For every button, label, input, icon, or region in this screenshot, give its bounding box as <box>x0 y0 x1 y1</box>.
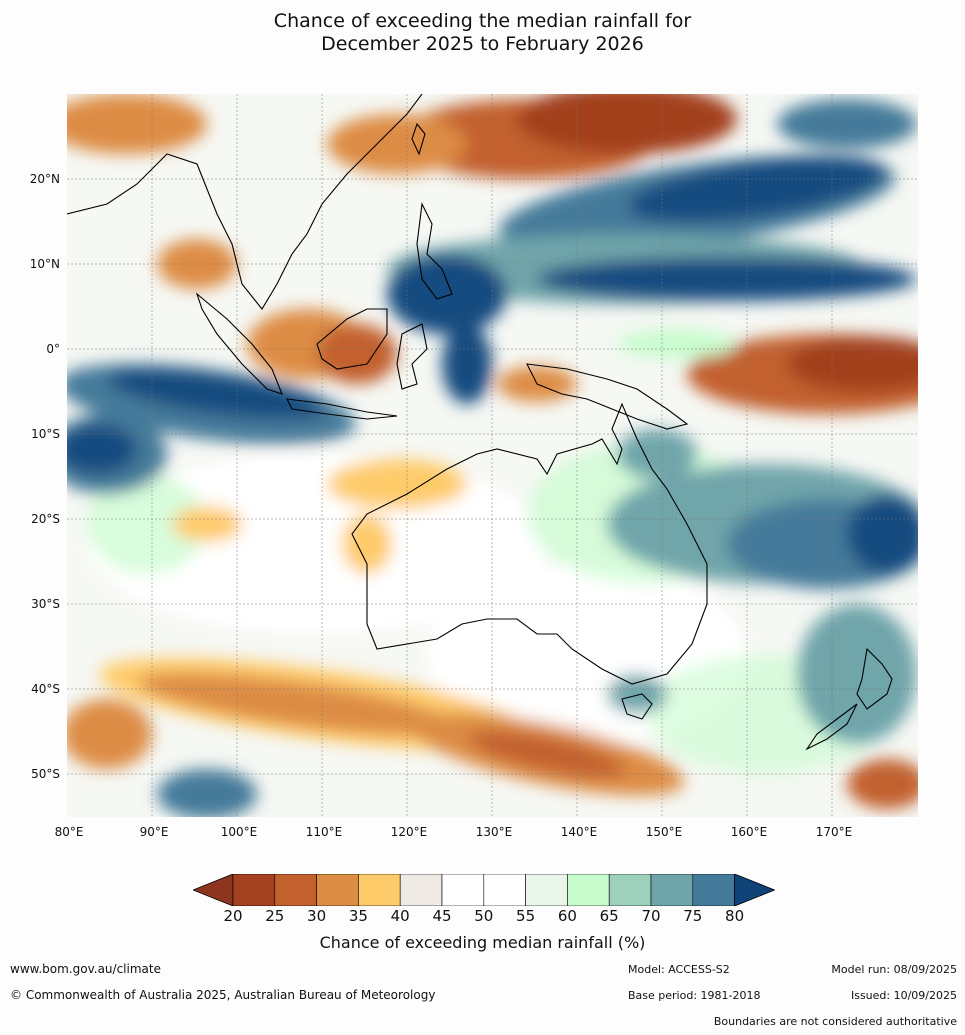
issued-text: Issued: 10/09/2025 <box>850 989 957 1002</box>
java-coastline <box>286 398 398 420</box>
lat-label-20n: 20°N <box>29 172 60 186</box>
colorbar-segment <box>567 873 610 907</box>
copyright-text: © Commonwealth of Australia 2025, Austra… <box>10 988 436 1002</box>
lon-label-90e: 90°E <box>139 825 169 839</box>
lon-label-160e: 160°E <box>730 825 768 839</box>
lat-label-10n: 10°N <box>29 257 60 271</box>
sumatra-coastline <box>195 292 283 395</box>
new-zealand-south-coastline <box>805 703 858 751</box>
title-line-1: Chance of exceeding the median rainfall … <box>273 10 692 32</box>
colorbar-tick-label: 55 <box>516 907 536 925</box>
colorbar-segment <box>608 873 652 907</box>
colorbar-tick-label: 65 <box>599 907 619 925</box>
colorbar-tick-label: 80 <box>725 907 745 925</box>
colorbar-segment <box>274 873 317 907</box>
colorbar-segment <box>650 873 694 907</box>
colorbar-low-extend <box>191 873 234 907</box>
lon-label-120e: 120°E <box>390 825 428 839</box>
lat-label-10s: 10°S <box>31 427 60 441</box>
disclaimer-text: Boundaries are not considered authoritat… <box>713 1015 957 1028</box>
lat-label-30s: 30°S <box>31 597 60 611</box>
rainfall-field <box>67 94 918 817</box>
asia-mainland-coastline <box>67 94 423 310</box>
colorbar-segment <box>316 873 359 907</box>
base-period-text: Base period: 1981-2018 <box>628 989 761 1002</box>
coastlines <box>67 94 893 751</box>
taiwan-coastline <box>411 122 426 156</box>
colorbar-graphic <box>191 873 776 907</box>
colorbar-tick-label: 35 <box>348 907 368 925</box>
philippines-coastline <box>416 202 453 300</box>
lat-label-0: 0° <box>46 342 60 356</box>
tasmania-coastline <box>621 693 653 720</box>
graticule <box>67 94 918 817</box>
colorbar-tick-label: 50 <box>474 907 494 925</box>
rainfall-map[interactable] <box>67 94 918 817</box>
lat-label-20s: 20°S <box>31 512 60 526</box>
colorbar-segment <box>692 873 735 907</box>
colorbar-segment <box>399 873 443 907</box>
map-title: Chance of exceeding the median rainfall … <box>0 10 965 56</box>
lon-label-110e: 110°E <box>305 825 343 839</box>
lon-label-170e: 170°E <box>815 825 853 839</box>
colorbar-tick-label: 70 <box>641 907 661 925</box>
colorbar-tick-label: 25 <box>265 907 285 925</box>
colorbar-tick-label: 45 <box>432 907 452 925</box>
colorbar-tick-label: 20 <box>223 907 243 925</box>
map-canvas <box>67 94 918 817</box>
colorbar-tick-label: 40 <box>390 907 410 925</box>
colorbar <box>191 873 776 910</box>
borneo-coastline <box>316 308 388 370</box>
lat-label-50s: 50°S <box>31 767 60 781</box>
australia-coastline <box>351 402 708 685</box>
lon-label-150e: 150°E <box>645 825 683 839</box>
colorbar-segment <box>441 873 485 907</box>
colorbar-label: Chance of exceeding median rainfall (%) <box>319 933 646 952</box>
new-guinea-coastline <box>526 363 689 430</box>
lon-label-140e: 140°E <box>560 825 598 839</box>
new-zealand-north-coastline <box>856 647 893 710</box>
colorbar-tick-label: 75 <box>683 907 703 925</box>
lat-label-40s: 40°S <box>31 682 60 696</box>
website-link[interactable]: www.bom.gov.au/climate <box>10 962 161 976</box>
sulawesi-coastline <box>396 323 428 390</box>
colorbar-segment <box>232 873 276 907</box>
colorbar-tick-label: 30 <box>307 907 327 925</box>
lon-label-130e: 130°E <box>475 825 513 839</box>
title-line-2: December 2025 to February 2026 <box>321 33 644 55</box>
lon-label-100e: 100°E <box>220 825 258 839</box>
colorbar-segment <box>358 873 401 907</box>
colorbar-high-extend <box>734 873 776 907</box>
colorbar-segment <box>483 873 526 907</box>
model-text: Model: ACCESS-S2 <box>628 963 730 976</box>
colorbar-tick-label: 60 <box>557 907 577 925</box>
lon-label-80e: 80°E <box>54 825 84 839</box>
colorbar-segment <box>525 873 568 907</box>
model-run-text: Model run: 08/09/2025 <box>831 963 957 976</box>
